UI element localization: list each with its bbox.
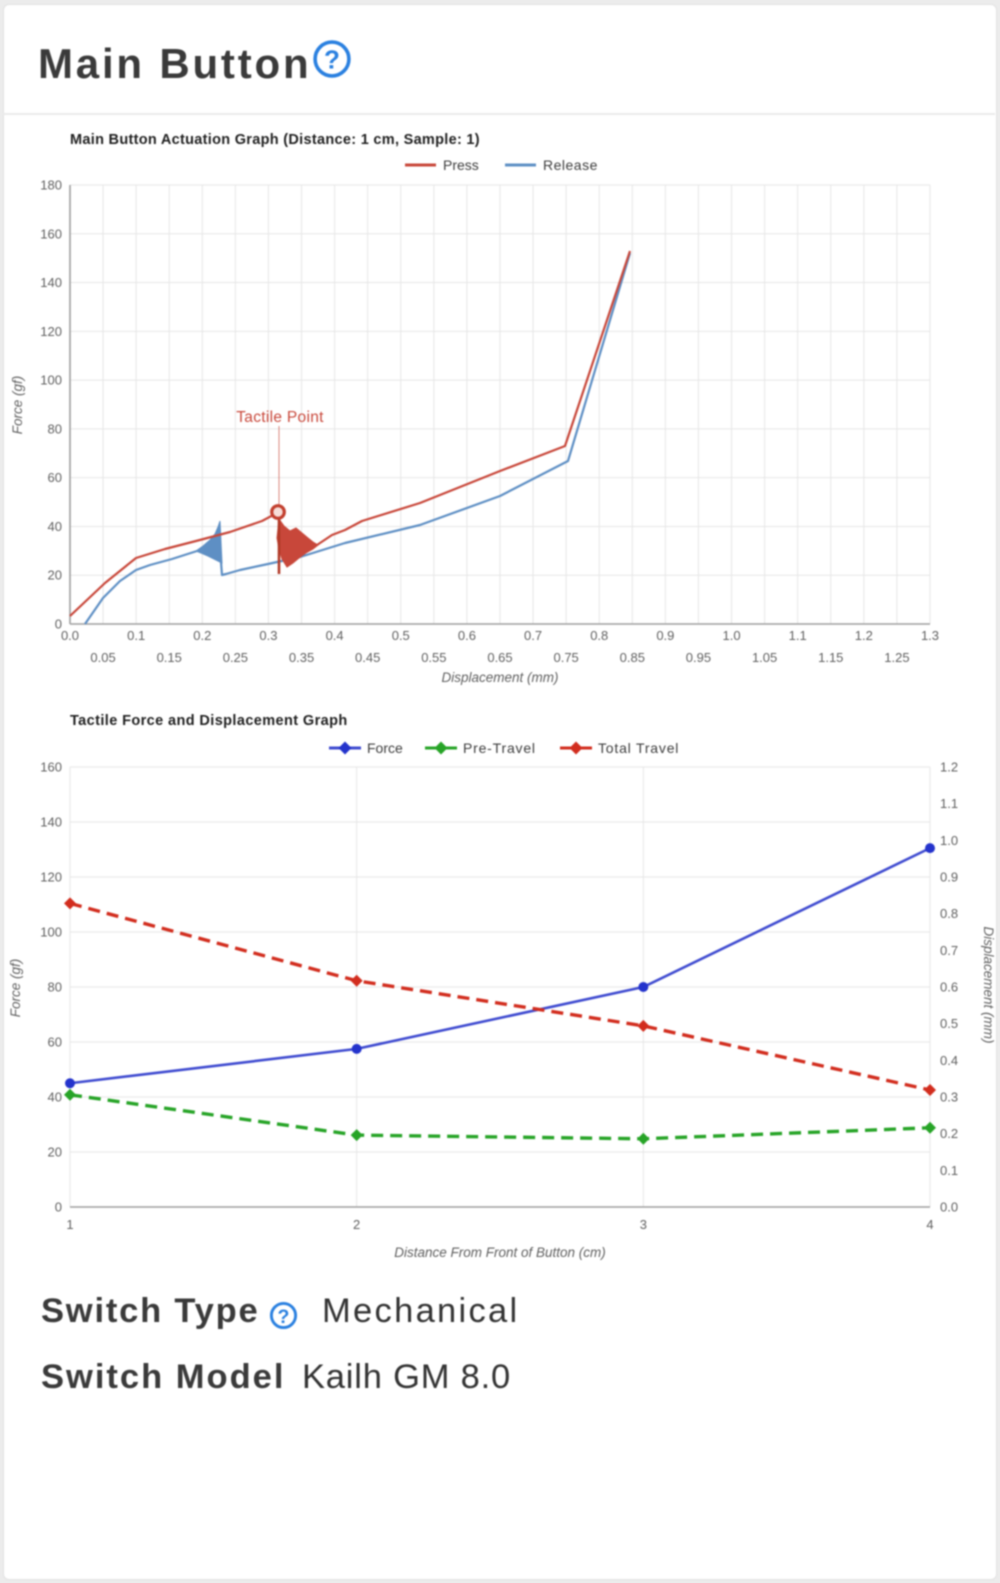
svg-text:?: ? — [278, 1306, 290, 1328]
svg-text:?: ? — [324, 45, 340, 75]
